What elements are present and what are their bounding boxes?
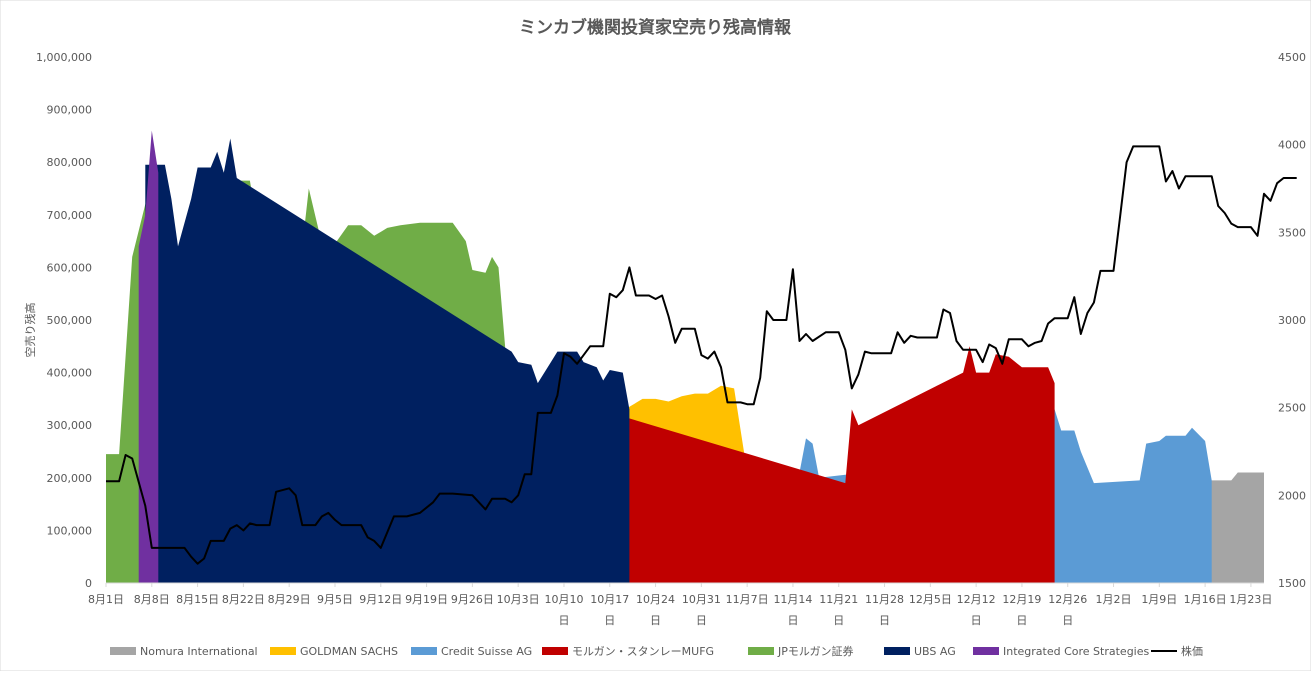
x-tick-label: 9月5日 <box>317 593 353 606</box>
y-tick-label: 600,000 <box>47 261 93 274</box>
x-tick-label: 1月16日 <box>1184 593 1227 606</box>
x-tick-label-line2: 日 <box>971 614 982 627</box>
legend-label: GOLDMAN SACHS <box>300 645 398 658</box>
x-tick-label-line2: 日 <box>833 614 844 627</box>
y-tick-label: 900,000 <box>47 104 93 117</box>
y-axis-label: 空売り残高 <box>23 303 37 358</box>
y-tick-label: 500,000 <box>47 314 93 327</box>
legend-swatch-2 <box>270 647 296 655</box>
chart-title: ミンカブ機関投資家空売り残高情報 <box>519 17 792 38</box>
x-tick-label: 10月3日 <box>497 593 540 606</box>
y2-tick-label: 2500 <box>1278 402 1306 415</box>
x-tick-label: 1月9日 <box>1141 593 1177 606</box>
area-series-6 <box>145 138 630 583</box>
x-tick-label: 9月19日 <box>405 593 448 606</box>
legend-swatch-5 <box>748 647 774 655</box>
y-tick-label: 100,000 <box>47 524 93 537</box>
y-tick-label: 700,000 <box>47 209 93 222</box>
x-tick-label: 12月5日 <box>909 593 952 606</box>
x-tick-label: 10月24 <box>636 593 675 606</box>
y-tick-label: 200,000 <box>47 472 93 485</box>
x-tick-label-line2: 日 <box>696 614 707 627</box>
legend-swatch-3 <box>411 647 437 655</box>
x-tick-label: 8月29日 <box>268 593 311 606</box>
y2-tick-label: 1500 <box>1278 577 1306 590</box>
legend-label: Credit Suisse AG <box>441 645 532 658</box>
price-line <box>106 145 1297 565</box>
x-tick-label: 9月12日 <box>359 593 402 606</box>
y2-tick-label: 4500 <box>1278 51 1306 64</box>
x-tick-label-line2: 日 <box>787 614 798 627</box>
x-tick-label: 10月10 <box>544 593 583 606</box>
y-tick-label: 1,000,000 <box>36 51 92 64</box>
x-tick-label-line2: 日 <box>558 614 569 627</box>
x-tick-label: 8月1日 <box>88 593 124 606</box>
price-line-group <box>106 145 1297 565</box>
x-tick-label: 12月26 <box>1048 593 1087 606</box>
legend-swatch-1 <box>110 647 136 655</box>
x-tick-label: 11月14 <box>773 593 812 606</box>
x-tick-label: 1月23日 <box>1229 593 1272 606</box>
x-tick-label: 12月19 <box>1002 593 1041 606</box>
area-series-7 <box>138 130 159 583</box>
x-tick-label: 8月15日 <box>176 593 219 606</box>
x-tick-label: 11月7日 <box>726 593 769 606</box>
x-tick-label: 11月28 <box>865 593 904 606</box>
x-tick-label-line2: 日 <box>879 614 890 627</box>
x-tick-label: 1月2日 <box>1096 593 1132 606</box>
y2-tick-label: 3000 <box>1278 314 1306 327</box>
legend-label: Integrated Core Strategies <box>1003 645 1150 658</box>
x-tick-label-line2: 日 <box>1062 614 1073 627</box>
legend-label: JPモルガン証券 <box>777 644 854 658</box>
x-tick-label-line2: 日 <box>604 614 615 627</box>
area-series-group <box>106 130 1264 583</box>
x-tick-label-line2: 日 <box>650 614 661 627</box>
axes-group: 0 100,000 200,000 300,000 400,000 500,000 600,… <box>36 51 1306 627</box>
x-tick-label-line2: 日 <box>1016 614 1027 627</box>
legend-label: UBS AG <box>914 645 956 658</box>
x-tick-label: 10月31 <box>682 593 721 606</box>
y2-tick-label: 2000 <box>1278 489 1306 502</box>
y2-tick-label: 4000 <box>1278 139 1306 152</box>
x-tick-label: 8月8日 <box>134 593 170 606</box>
legend-swatch-6 <box>884 647 910 655</box>
legend-label: 株価 <box>1181 644 1203 658</box>
legend-label: モルガン・スタンレーMUFG <box>572 645 714 658</box>
legend-label: Nomura International <box>140 645 258 658</box>
y2-tick-label: 3500 <box>1278 226 1306 239</box>
legend-swatch-4 <box>542 647 568 655</box>
x-tick-label: 9月26日 <box>451 593 494 606</box>
y-tick-label: 800,000 <box>47 156 93 169</box>
x-tick-label: 12月12 <box>957 593 996 606</box>
legend: Nomura International GOLDMAN SACHS Credit … <box>110 644 1203 658</box>
legend-swatch-7 <box>973 647 999 655</box>
x-tick-label: 11月21 <box>819 593 858 606</box>
x-tick-label: 10月17 <box>590 593 629 606</box>
y-tick-label: 300,000 <box>47 419 93 432</box>
x-tick-label: 8月22日 <box>222 593 265 606</box>
y-tick-label: 0 <box>85 577 92 590</box>
y-tick-label: 400,000 <box>47 367 93 380</box>
